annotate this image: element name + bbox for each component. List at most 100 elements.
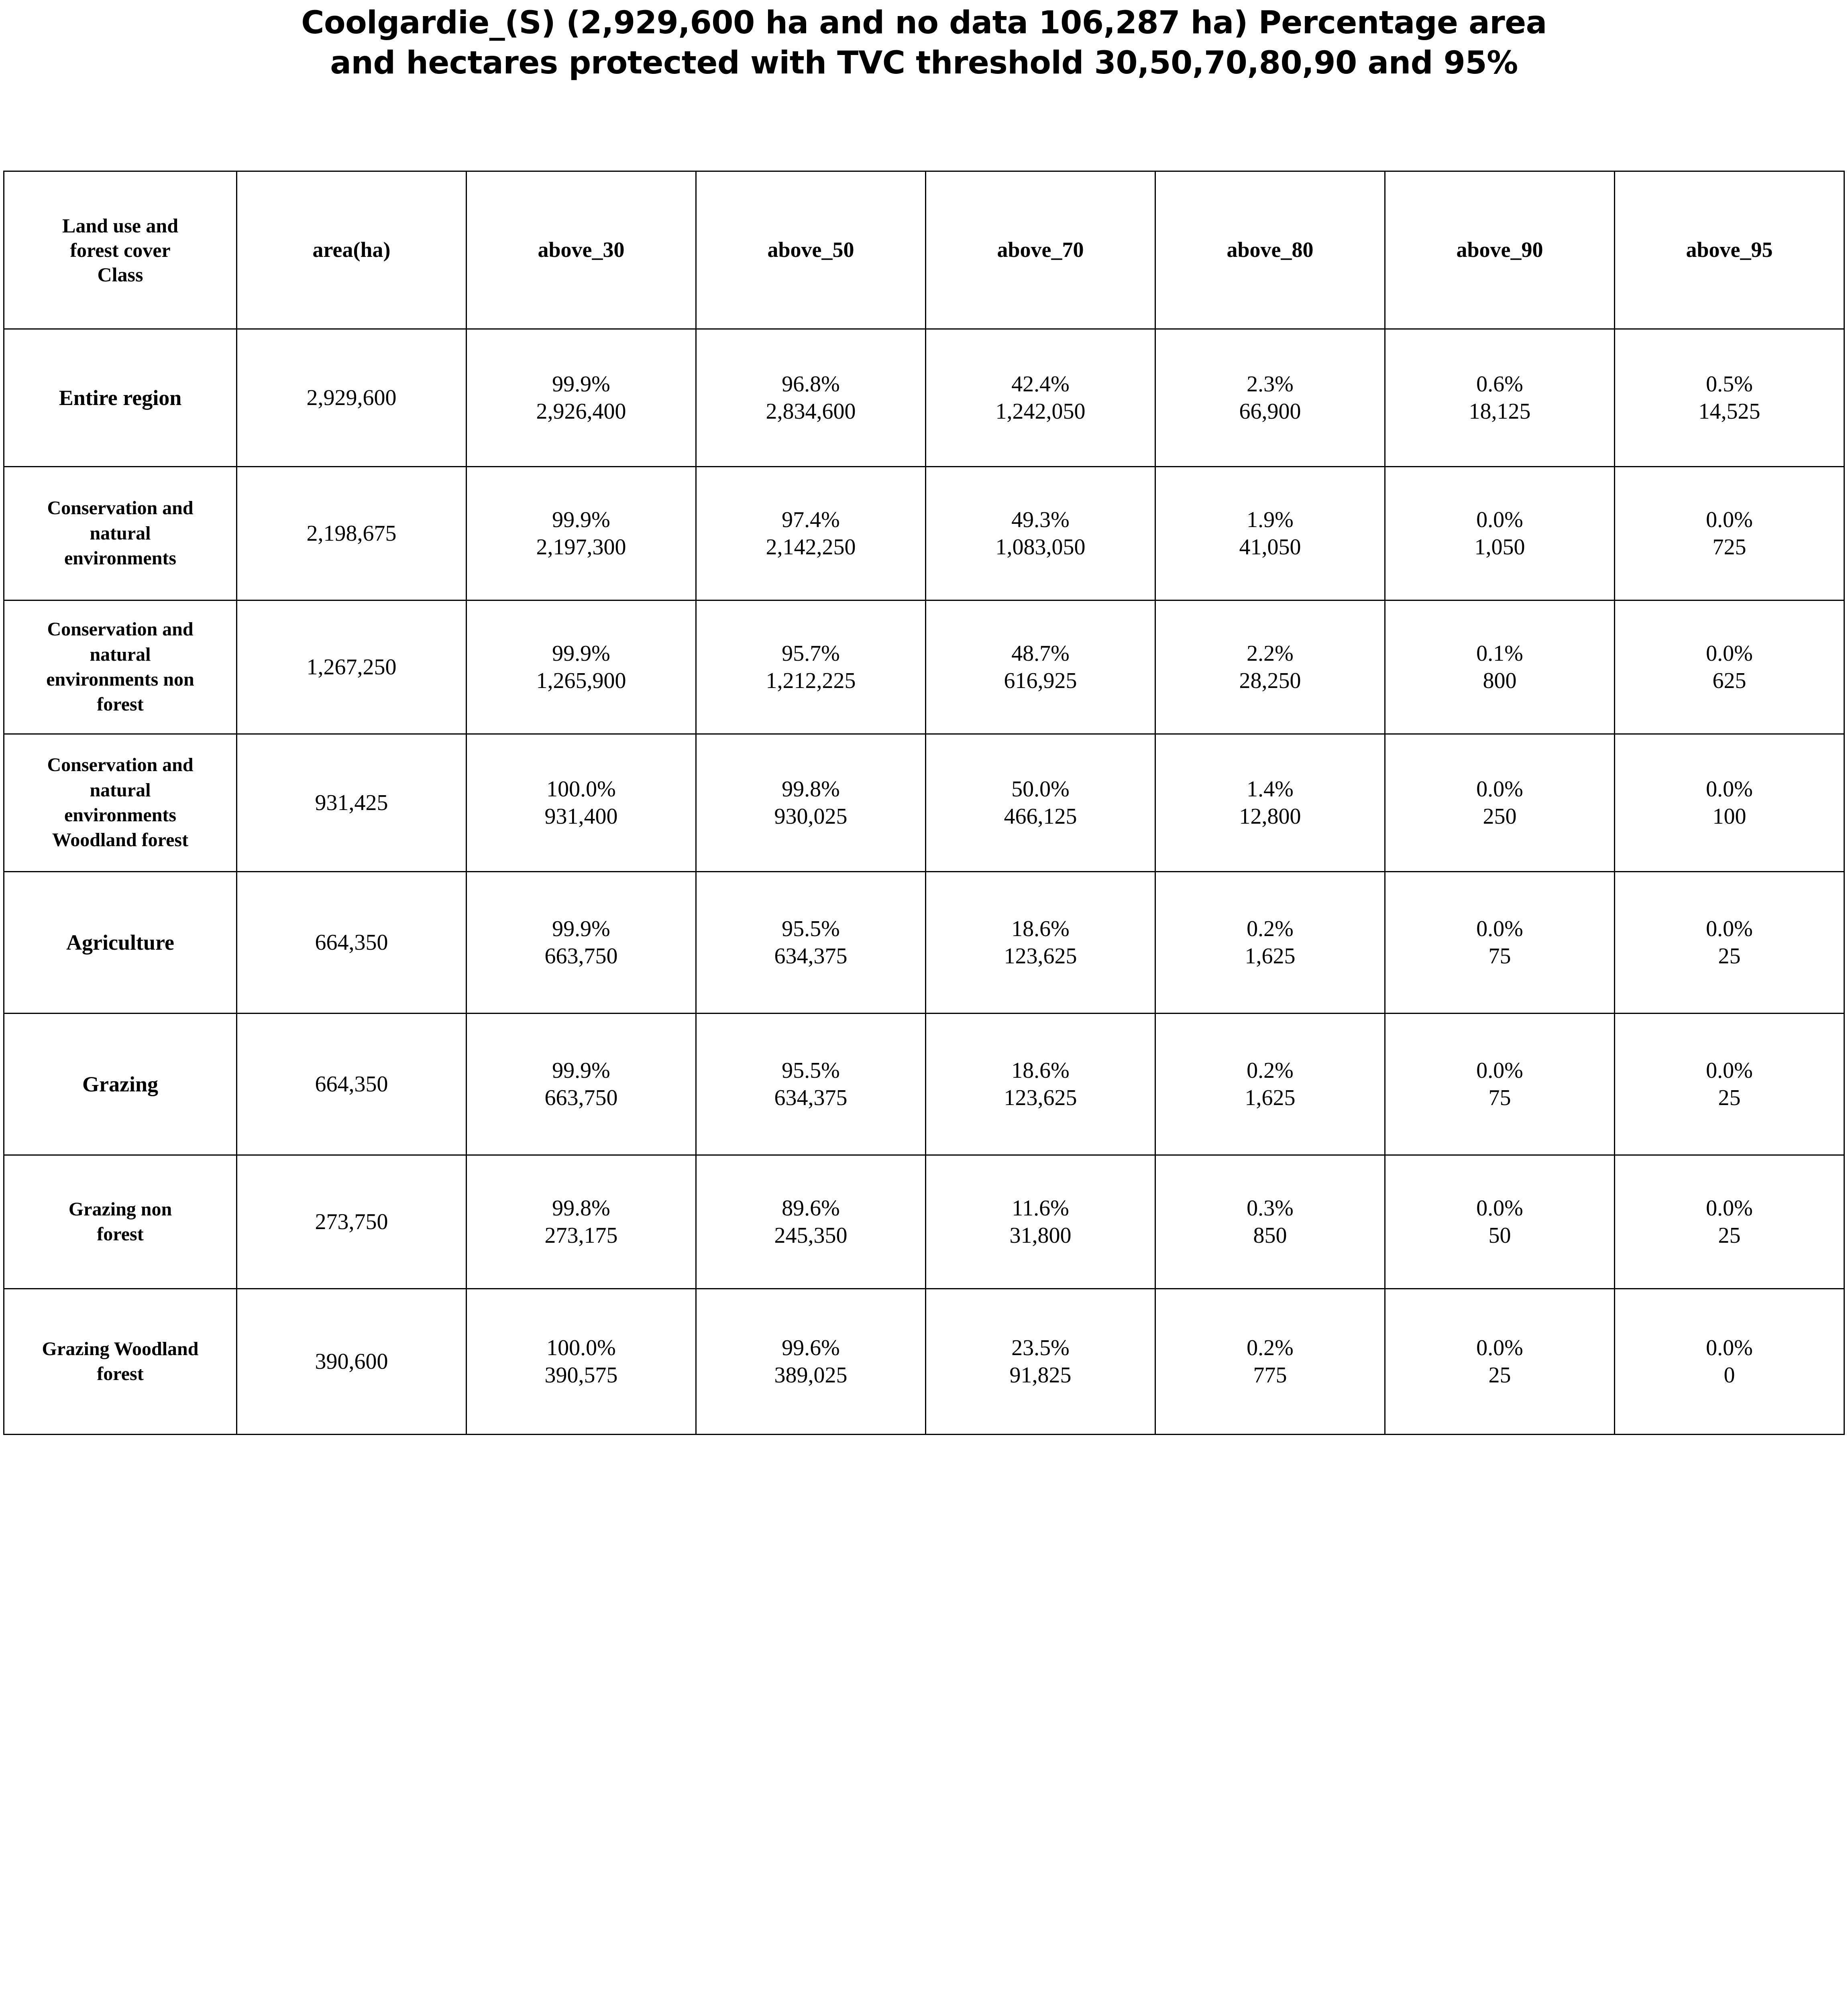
percent-value: 0.0%	[1706, 1335, 1753, 1360]
column-header-above-80: above_80	[1155, 171, 1385, 330]
row-area-value: 390,600	[236, 1288, 467, 1435]
percent-value: 99.9%	[552, 371, 610, 397]
hectares-value: 1,625	[1245, 1085, 1296, 1110]
row-class-label: Grazing Woodland forest	[3, 1288, 237, 1435]
percent-value: 0.3%	[1247, 1195, 1294, 1221]
column-header-class-line-3: Class	[97, 263, 143, 286]
hectares-value: 12,800	[1239, 804, 1301, 829]
percent-value: 0.2%	[1247, 916, 1294, 941]
row-above-50-cell: 95.5% 634,375	[695, 1013, 926, 1156]
row-above-70-cell: 42.4% 1,242,050	[925, 328, 1156, 467]
percent-value: 0.0%	[1476, 1058, 1523, 1083]
hectares-value: 100	[1712, 804, 1746, 829]
row-class-label: Conservation and natural environments Woodl…	[3, 733, 237, 872]
hectares-value: 91,825	[1009, 1363, 1072, 1388]
protection-summary-table: Land use and forest cover Class area(ha)…	[3, 171, 1845, 1435]
percent-value: 99.8%	[552, 1195, 610, 1221]
hectares-value: 31,800	[1009, 1223, 1072, 1248]
percent-value: 0.0%	[1476, 916, 1523, 941]
row-above-30-cell: 99.9% 2,197,300	[466, 466, 697, 601]
row-above-30-cell: 99.9% 1,265,900	[466, 600, 697, 735]
row-above-50-cell: 89.6% 245,350	[695, 1154, 926, 1289]
percent-value: 0.0%	[1706, 641, 1753, 666]
row-area-value: 2,198,675	[236, 466, 467, 601]
column-header-above-30: above_30	[466, 171, 697, 330]
row-class-label: Conservation and natural environments non f…	[3, 600, 237, 735]
row-above-95-cell: 0.0% 25	[1614, 871, 1845, 1014]
page-title-line-1: Coolgardie_(S) (2,929,600 ha and no data…	[301, 5, 1547, 41]
row-class-label-line: forest	[97, 1223, 144, 1245]
hectares-value: 389,025	[774, 1363, 848, 1388]
row-above-80-cell: 0.2% 1,625	[1155, 1013, 1385, 1156]
hectares-value: 663,750	[544, 1085, 618, 1110]
hectares-value: 245,350	[774, 1223, 848, 1248]
table-row: Grazing 664,350 99.9% 663,750 95.5% 634,375 18…	[3, 1013, 1845, 1156]
row-class-label-line: environments	[64, 804, 177, 826]
percent-value: 23.5%	[1011, 1335, 1070, 1360]
row-above-90-cell: 0.0% 25	[1384, 1288, 1615, 1435]
hectares-value: 25	[1718, 1085, 1741, 1110]
row-above-90-cell: 0.0% 50	[1384, 1154, 1615, 1289]
row-class-label: Grazing non forest	[3, 1154, 237, 1289]
percent-value: 89.6%	[782, 1195, 840, 1221]
row-above-70-cell: 48.7% 616,925	[925, 600, 1156, 735]
percent-value: 0.0%	[1706, 1058, 1753, 1083]
row-above-70-cell: 18.6% 123,625	[925, 1013, 1156, 1156]
hectares-value: 1,242,050	[995, 399, 1086, 424]
row-above-50-cell: 99.6% 389,025	[695, 1288, 926, 1435]
row-class-label-line: natural	[90, 522, 151, 544]
percent-value: 99.9%	[552, 507, 610, 532]
row-above-30-cell: 100.0% 931,400	[466, 733, 697, 872]
column-header-above-95: above_95	[1614, 171, 1845, 330]
row-class-label-line: Conservation and	[47, 497, 194, 519]
percent-value: 49.3%	[1011, 507, 1070, 532]
row-above-80-cell: 2.2% 28,250	[1155, 600, 1385, 735]
page-title-line-2: and hectares protected with TVC threshol…	[330, 45, 1518, 81]
percent-value: 0.5%	[1706, 371, 1753, 397]
row-above-30-cell: 99.8% 273,175	[466, 1154, 697, 1289]
hectares-value: 250	[1483, 804, 1517, 829]
row-above-80-cell: 0.3% 850	[1155, 1154, 1385, 1289]
column-header-class-line-1: Land use and	[62, 214, 179, 237]
report-table-container: Land use and forest cover Class area(ha)…	[3, 171, 1845, 1435]
row-above-80-cell: 2.3% 66,900	[1155, 328, 1385, 467]
percent-value: 99.9%	[552, 1058, 610, 1083]
column-header-above-70: above_70	[925, 171, 1156, 330]
hectares-value: 663,750	[544, 944, 618, 969]
hectares-value: 75	[1488, 944, 1511, 969]
row-class-label-line: Grazing Woodland	[42, 1338, 199, 1360]
hectares-value: 66,900	[1239, 399, 1301, 424]
hectares-value: 625	[1712, 668, 1746, 693]
row-class-label-line: Grazing non	[68, 1198, 172, 1220]
percent-value: 97.4%	[782, 507, 840, 532]
row-area-value: 931,425	[236, 733, 467, 872]
row-above-95-cell: 0.0% 0	[1614, 1288, 1845, 1435]
row-above-95-cell: 0.5% 14,525	[1614, 328, 1845, 467]
row-area-value: 1,267,250	[236, 600, 467, 735]
percent-value: 100.0%	[546, 776, 616, 802]
hectares-value: 725	[1712, 535, 1746, 560]
hectares-value: 0	[1724, 1363, 1735, 1388]
hectares-value: 25	[1718, 1223, 1741, 1248]
percent-value: 0.0%	[1706, 916, 1753, 941]
row-class-label-line: Conservation and	[47, 619, 194, 640]
hectares-value: 466,125	[1004, 804, 1077, 829]
hectares-value: 25	[1718, 944, 1741, 969]
hectares-value: 2,142,250	[766, 535, 856, 560]
row-class-label-line: natural	[90, 643, 151, 665]
hectares-value: 616,925	[1004, 668, 1077, 693]
hectares-value: 2,926,400	[536, 399, 626, 424]
row-above-50-cell: 96.8% 2,834,600	[695, 328, 926, 467]
percent-value: 42.4%	[1011, 371, 1070, 397]
row-above-50-cell: 95.5% 634,375	[695, 871, 926, 1014]
row-above-95-cell: 0.0% 725	[1614, 466, 1845, 601]
row-above-90-cell: 0.0% 75	[1384, 1013, 1615, 1156]
row-class-label: Grazing	[3, 1013, 237, 1156]
percent-value: 95.7%	[782, 641, 840, 666]
row-above-80-cell: 0.2% 1,625	[1155, 871, 1385, 1014]
table-row: Grazing non forest 273,750 99.8% 273,175 89.6…	[3, 1154, 1845, 1289]
percent-value: 0.2%	[1247, 1058, 1294, 1083]
hectares-value: 14,525	[1698, 399, 1760, 424]
row-above-30-cell: 99.9% 663,750	[466, 871, 697, 1014]
percent-value: 1.9%	[1247, 507, 1294, 532]
